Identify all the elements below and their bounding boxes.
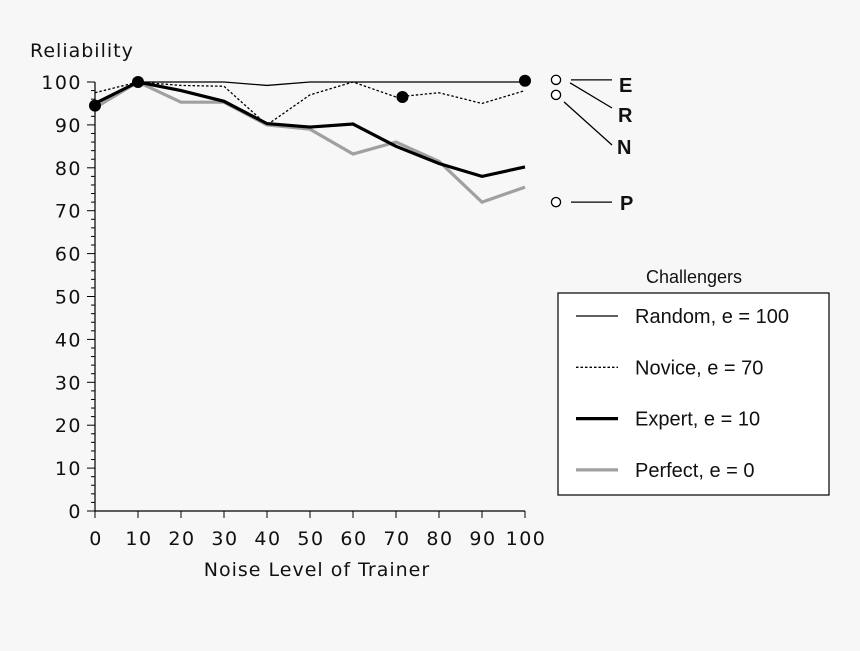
y-tick-label: 70: [55, 201, 82, 223]
end-label-p: P: [620, 193, 633, 215]
y-tick-label: 100: [41, 72, 82, 94]
x-tick-label: 90: [469, 528, 496, 550]
legend-label-expert: Expert, e = 10: [635, 409, 760, 431]
end-label-r: R: [618, 105, 633, 127]
legend-title: Challengers: [646, 267, 742, 287]
legend: Challengers Random, e = 100 Novice, e = 7…: [557, 267, 830, 496]
x-tick-label: 20: [168, 528, 195, 550]
x-tick-label: 100: [506, 528, 547, 550]
x-tick-label: 0: [89, 528, 103, 550]
endpoint-circle-r: [550, 89, 562, 101]
x-tick-label: 50: [297, 528, 324, 550]
x-tick-label: 80: [426, 528, 453, 550]
series-lines: [94, 80, 526, 204]
y-tick-label: 40: [55, 329, 82, 351]
y-tick-label: 20: [55, 415, 82, 437]
x-tick-label: 40: [254, 528, 281, 550]
leader-line-r: [569, 82, 613, 109]
series-line-expert: [94, 80, 526, 179]
data-point-marker: [396, 91, 409, 104]
series-line-random: [94, 81, 525, 105]
endpoint-circle-p: [550, 196, 562, 208]
legend-label-perfect: Perfect, e = 0: [635, 460, 755, 482]
x-tick-label: 60: [340, 528, 367, 550]
y-tick-label: 0: [68, 501, 82, 523]
leader-line-n: [563, 101, 613, 146]
series-line-novice: [94, 81, 526, 126]
y-tick-label: 60: [55, 244, 82, 266]
y-tick-label: 30: [55, 372, 82, 394]
data-point-marker: [132, 76, 144, 88]
legend-label-random: Random, e = 100: [635, 306, 789, 328]
data-point-marker: [89, 99, 101, 112]
y-axis-title: Reliability: [30, 40, 134, 62]
y-tick-label: 90: [55, 115, 82, 137]
y-tick-label: 10: [55, 458, 82, 480]
data-point-marker: [519, 74, 531, 87]
axes: 0 10 20 30 40 50 60 70 80 90 100 0 10 20 30 40 50 60 70 80 9…: [41, 72, 547, 550]
x-tick-label: 10: [125, 528, 152, 550]
x-axis-title: Noise Level of Trainer: [204, 559, 430, 581]
legend-box: [557, 292, 830, 496]
endpoint-circle-e: [550, 74, 562, 86]
y-tick-label: 50: [55, 287, 82, 309]
endpoint-annotations: ERN P: [550, 74, 633, 215]
series-line-perfect: [94, 80, 526, 204]
legend-label-novice: Novice, e = 70: [635, 357, 763, 379]
y-tick-label: 80: [55, 158, 82, 180]
end-label-n: N: [617, 137, 631, 159]
data-markers: [89, 74, 531, 112]
x-tick-label: 70: [383, 528, 410, 550]
x-tick-label: 30: [211, 528, 238, 550]
end-label-e: E: [619, 75, 632, 97]
